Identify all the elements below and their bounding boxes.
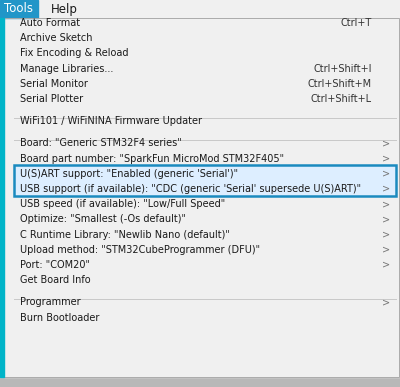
Text: Programmer: Programmer: [20, 297, 81, 307]
Text: Board part number: "SparkFun MicroMod STM32F405": Board part number: "SparkFun MicroMod ST…: [20, 154, 284, 164]
Text: Manage Libraries...: Manage Libraries...: [20, 63, 113, 74]
Text: USB speed (if available): "Low/Full Speed": USB speed (if available): "Low/Full Spee…: [20, 199, 225, 209]
Bar: [0, 377, 400, 387]
Text: Auto Format: Auto Format: [20, 18, 80, 28]
Text: >: >: [382, 184, 390, 194]
Text: Ctrl+Shift+M: Ctrl+Shift+M: [308, 79, 372, 89]
Text: Port: "COM20": Port: "COM20": [20, 260, 90, 270]
Text: U(S)ART support: "Enabled (generic 'Serial')": U(S)ART support: "Enabled (generic 'Seri…: [20, 169, 238, 179]
Text: Ctrl+Shift+L: Ctrl+Shift+L: [311, 94, 372, 104]
Text: >: >: [382, 229, 390, 240]
Text: >: >: [382, 154, 390, 164]
Text: Burn Bootloader: Burn Bootloader: [20, 313, 99, 323]
Text: Upload method: "STM32CubeProgrammer (DFU)": Upload method: "STM32CubeProgrammer (DFU…: [20, 245, 260, 255]
Text: Optimize: "Smallest (-Os default)": Optimize: "Smallest (-Os default)": [20, 214, 186, 224]
Text: >: >: [382, 245, 390, 255]
Text: WiFi101 / WiFiNINA Firmware Updater: WiFi101 / WiFiNINA Firmware Updater: [20, 116, 202, 126]
Bar: [14, 165, 396, 196]
Text: Board: "Generic STM32F4 series": Board: "Generic STM32F4 series": [20, 139, 182, 148]
Text: Tools: Tools: [4, 2, 34, 15]
Bar: [14, 165, 396, 196]
Text: Ctrl+T: Ctrl+T: [341, 18, 372, 28]
Text: Serial Monitor: Serial Monitor: [20, 79, 88, 89]
Text: >: >: [382, 139, 390, 148]
Text: >: >: [382, 169, 390, 179]
Text: Archive Sketch: Archive Sketch: [20, 33, 92, 43]
Text: Ctrl+Shift+I: Ctrl+Shift+I: [314, 63, 372, 74]
Bar: [0, 0, 38, 18]
Text: >: >: [382, 214, 390, 224]
Text: C Runtime Library: "Newlib Nano (default)": C Runtime Library: "Newlib Nano (default…: [20, 229, 230, 240]
Text: USB support (if available): "CDC (generic 'Serial' supersede U(S)ART)": USB support (if available): "CDC (generi…: [20, 184, 361, 194]
Text: Serial Plotter: Serial Plotter: [20, 94, 83, 104]
Text: Help: Help: [50, 2, 78, 15]
Text: Fix Encoding & Reload: Fix Encoding & Reload: [20, 48, 128, 58]
Text: >: >: [382, 199, 390, 209]
Bar: [0, 0, 400, 18]
Text: Get Board Info: Get Board Info: [20, 275, 91, 285]
Text: >: >: [382, 297, 390, 307]
Text: >: >: [382, 260, 390, 270]
Bar: [0, 18, 4, 377]
